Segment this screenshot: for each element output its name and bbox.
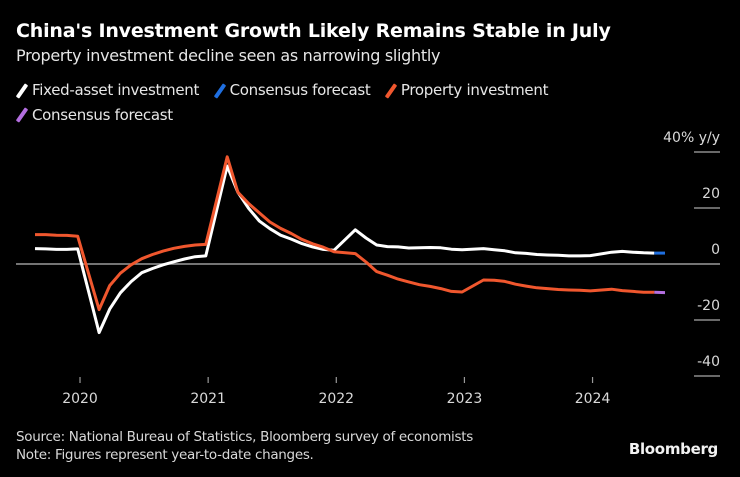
x-tick-label: 2024 — [575, 391, 611, 407]
legend-label: Consensus forecast — [32, 105, 173, 124]
bloomberg-logo: Bloomberg — [628, 440, 718, 458]
legend-label: Consensus forecast — [229, 81, 371, 99]
x-tick-label: 2023 — [447, 391, 483, 407]
legend: Fixed-asset investment Consensus forecas… — [15, 80, 616, 129]
chart-subtitle: Property investment decline seen as narr… — [16, 46, 441, 65]
legend-item-fai-consensus-forecast: Consensus forecast — [213, 80, 371, 101]
figures-note: Note: Figures represent year-to-date cha… — [16, 447, 314, 463]
fixed-asset-investment-line — [34, 164, 655, 335]
legend-item-property-consensus-forecast: Consensus forecast — [15, 105, 173, 126]
legend-item-property-investment: Property investment — [384, 80, 549, 101]
x-tick-label: 2021 — [190, 391, 226, 407]
y-tick-label: 40% y/y — [663, 130, 720, 146]
x-tick-label: 2022 — [318, 391, 354, 407]
y-tick-label: 20 — [702, 186, 720, 202]
y-tick-label: -40 — [697, 354, 720, 370]
legend-item-fixed-asset-investment: Fixed-asset investment — [15, 80, 200, 101]
property-investment-line — [35, 155, 655, 312]
chart-title: China's Investment Growth Likely Remains… — [16, 20, 611, 42]
legend-label: Property investment — [400, 81, 549, 99]
footer: Source: National Bureau of Statistics, B… — [16, 428, 473, 464]
legend-label: Fixed-asset investment — [32, 81, 200, 99]
x-tick-label: 2020 — [62, 391, 98, 407]
y-tick-label: 0 — [711, 242, 720, 258]
y-tick-label: -20 — [697, 298, 720, 314]
source-note: Source: National Bureau of Statistics, B… — [16, 429, 473, 445]
